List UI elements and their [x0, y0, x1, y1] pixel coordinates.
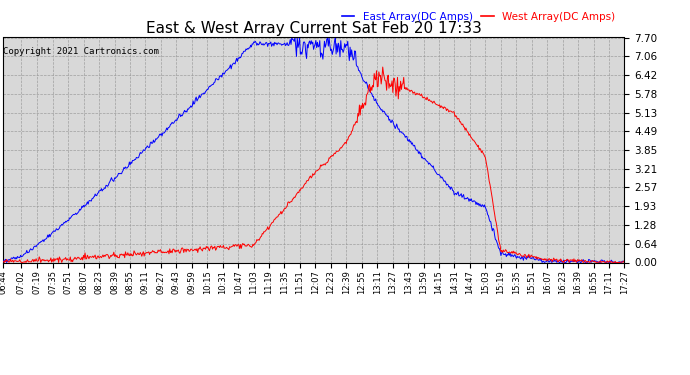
Title: East & West Array Current Sat Feb 20 17:33: East & West Array Current Sat Feb 20 17:…: [146, 21, 482, 36]
Text: Copyright 2021 Cartronics.com: Copyright 2021 Cartronics.com: [3, 47, 159, 56]
Legend: East Array(DC Amps), West Array(DC Amps): East Array(DC Amps), West Array(DC Amps): [338, 8, 619, 26]
